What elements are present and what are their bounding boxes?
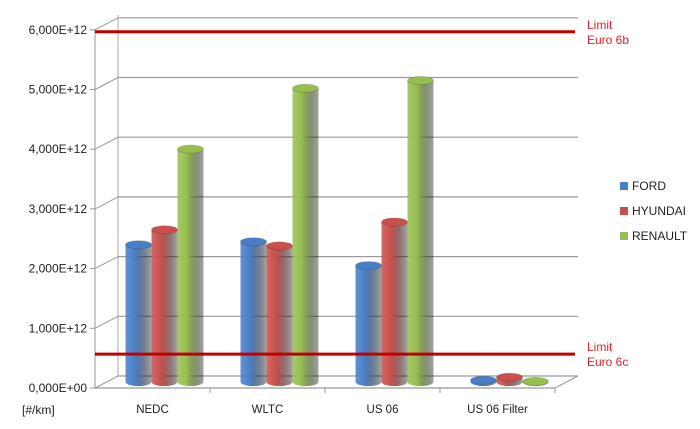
bar-top xyxy=(125,240,152,250)
floor-edge xyxy=(554,375,579,389)
bar-top xyxy=(177,144,204,154)
bar-ford-wltc xyxy=(240,237,267,386)
y-tick-label: 0,000E+00 xyxy=(29,381,88,395)
bar-body xyxy=(266,245,293,386)
gridline-side xyxy=(94,375,119,389)
legend-swatch xyxy=(620,182,628,190)
legend-item-renault: RENAULT xyxy=(620,229,688,243)
bar-top xyxy=(496,372,523,382)
bar-body xyxy=(407,80,434,386)
y-tick-label: 3,000E+12 xyxy=(29,202,88,216)
legend: FORD HYUNDAI RENAULT xyxy=(620,179,688,243)
bar-body xyxy=(355,265,382,386)
legend-swatch xyxy=(620,207,628,215)
grid xyxy=(90,14,579,393)
bar-ford-us-06 xyxy=(355,261,382,386)
bar-body xyxy=(151,229,178,386)
unit-label: [#/km] xyxy=(22,403,55,417)
bar-top xyxy=(381,217,408,227)
legend-item-hyundai: HYUNDAI xyxy=(620,204,686,218)
x-category-label: US 06 Filter xyxy=(467,404,528,416)
bar-hyundai-nedc xyxy=(151,225,178,386)
bar-body xyxy=(381,222,408,386)
legend-label: RENAULT xyxy=(632,229,688,243)
bar-renault-wltc xyxy=(292,83,319,386)
legend-label: HYUNDAI xyxy=(632,204,686,218)
x-category-label: NEDC xyxy=(136,404,169,416)
bar-hyundai-us-06-filter xyxy=(496,372,523,386)
bar-renault-us-06 xyxy=(407,76,434,386)
bar-top xyxy=(292,83,319,93)
gridline-side xyxy=(94,136,119,150)
y-tick-label: 1,000E+12 xyxy=(29,321,88,335)
bar-renault-nedc xyxy=(177,144,204,386)
legend-item-ford: FORD xyxy=(620,179,666,193)
bar-body xyxy=(125,244,152,386)
bar-top xyxy=(240,237,267,247)
y-tick-label: 5,000E+12 xyxy=(29,83,88,97)
x-axis: NEDC WLTC US 06 US 06 Filter xyxy=(136,404,528,416)
legend-label: FORD xyxy=(632,179,666,193)
limit-label: Limit xyxy=(587,340,613,354)
y-tick-label: 4,000E+12 xyxy=(29,142,88,156)
bar-top xyxy=(470,375,497,385)
bar-renault-us-06-filter xyxy=(522,376,549,386)
y-axis: 0,000E+00 1,000E+12 2,000E+12 3,000E+12 4,00… xyxy=(29,23,88,395)
bar-hyundai-wltc xyxy=(266,241,293,386)
bar-ford-us-06-filter xyxy=(470,375,497,386)
gridline-side xyxy=(94,256,119,270)
bar-body xyxy=(292,88,319,386)
gridline-side xyxy=(94,196,119,210)
legend-swatch xyxy=(620,232,628,240)
gridline-side xyxy=(94,17,119,31)
bar-top xyxy=(407,76,434,86)
y-tick-label: 6,000E+12 xyxy=(29,23,88,37)
bar-ford-nedc xyxy=(125,240,152,386)
bar-top xyxy=(151,225,178,235)
limit-label: Euro 6b xyxy=(587,33,629,47)
x-category-label: US 06 xyxy=(367,404,399,416)
bar-top xyxy=(266,241,293,251)
limit-label: Limit xyxy=(587,18,613,32)
bar-hyundai-us-06 xyxy=(381,217,408,386)
gridline-side xyxy=(94,77,119,90)
limit-label: Euro 6c xyxy=(587,355,628,369)
bar-top xyxy=(355,261,382,271)
bar-body xyxy=(240,241,267,386)
gridline-side xyxy=(94,315,119,329)
bar-body xyxy=(177,149,204,386)
y-tick-label: 2,000E+12 xyxy=(29,262,88,276)
x-category-label: WLTC xyxy=(252,404,284,416)
bar-top xyxy=(522,376,549,386)
bars xyxy=(125,76,549,386)
